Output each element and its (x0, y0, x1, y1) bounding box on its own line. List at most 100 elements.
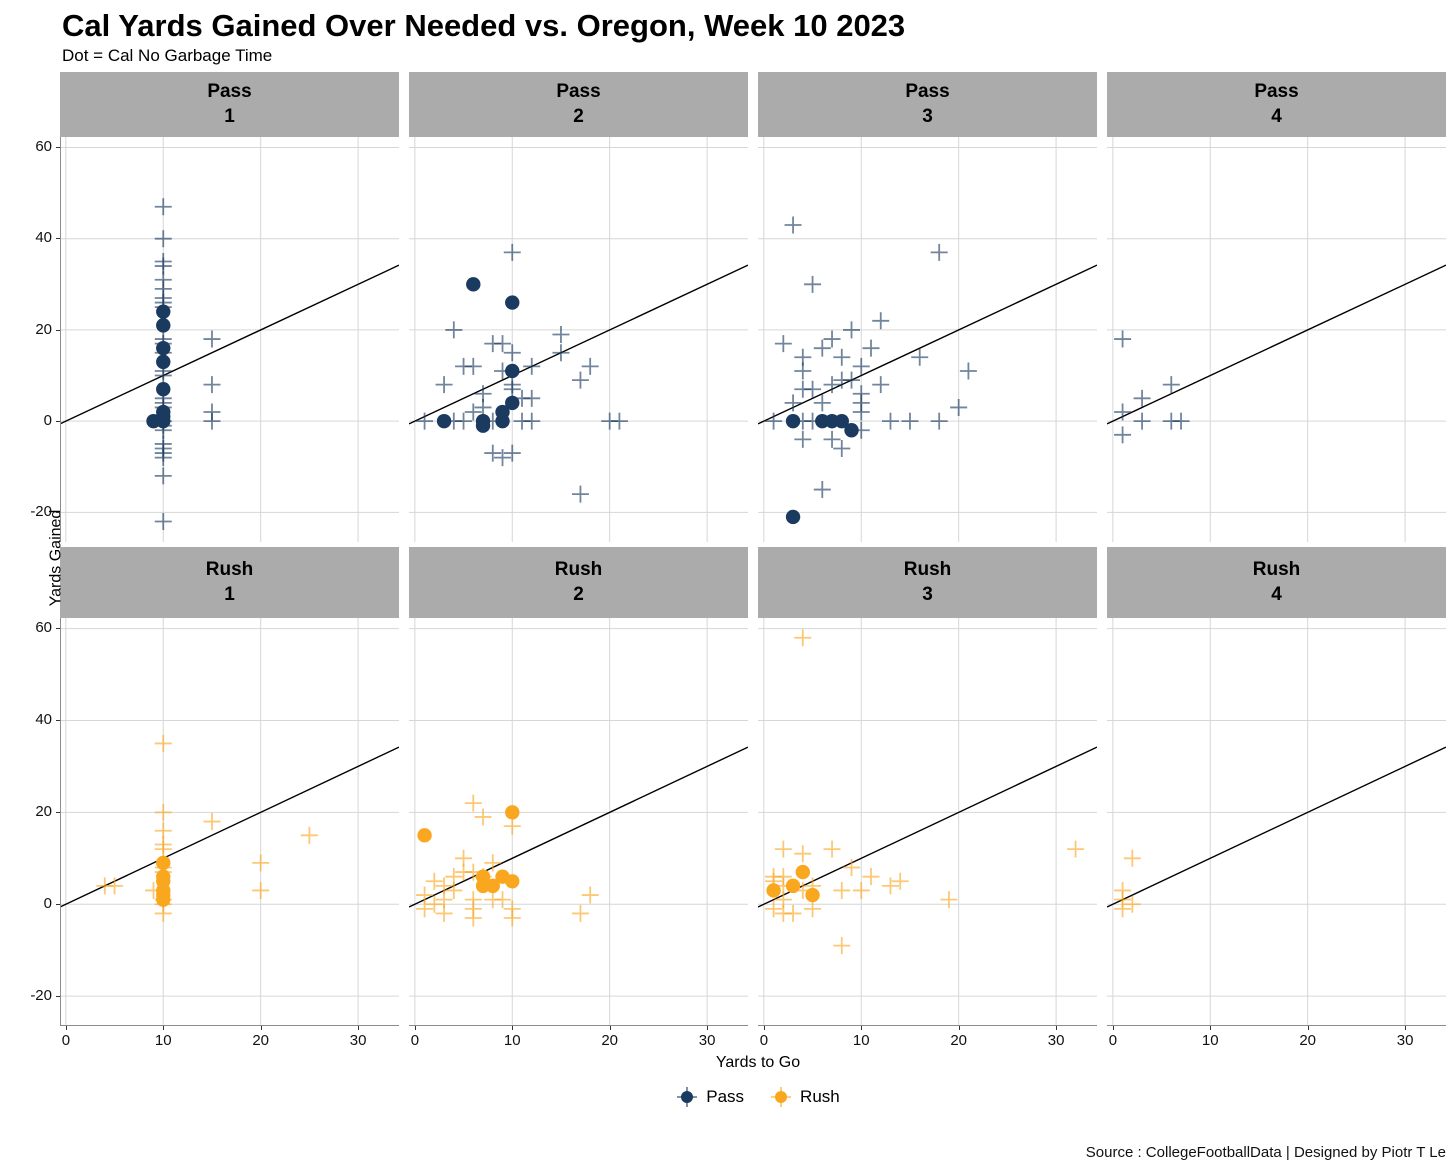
data-point-cross (494, 890, 512, 908)
reference-line (1106, 264, 1447, 425)
data-point-cross (950, 398, 968, 416)
data-point-cross (425, 895, 443, 913)
facet-rush-2: Rush 2 0 10 20 30 (408, 546, 749, 1049)
facet-strip-down: 1 (224, 106, 235, 128)
data-point-cross (435, 904, 453, 922)
data-point-dot (436, 413, 452, 428)
facet-strip-down: 4 (1271, 106, 1282, 128)
facet-plot-svg (408, 617, 749, 1026)
data-point-cross (503, 380, 521, 398)
data-point-dot (795, 864, 811, 879)
x-tick-mark (609, 1025, 611, 1030)
data-point-dot (785, 878, 801, 893)
data-point-cross (154, 197, 172, 215)
y-tick-mark (56, 720, 60, 722)
facet-panel (757, 136, 1098, 542)
x-tick-mark (414, 1025, 416, 1030)
data-point-cross (154, 840, 172, 858)
data-point-dot (156, 381, 171, 397)
y-tick-label: 40 (35, 229, 52, 247)
x-tick-label: 10 (503, 1031, 521, 1049)
legend: Pass Rush (60, 1086, 1456, 1108)
x-tick-mark (163, 1025, 165, 1030)
data-point-cross (911, 348, 929, 366)
facet-strip-down: 2 (573, 106, 584, 128)
data-point-cross (833, 439, 851, 457)
facet-strip-down: 3 (922, 106, 933, 128)
source-credit: Source : CollegeFootballData | Designed … (1085, 1144, 1446, 1161)
data-point-cross (154, 512, 172, 530)
data-point-cross (1114, 899, 1132, 917)
data-point-cross (571, 371, 589, 389)
facet-strip-down: 2 (573, 584, 584, 606)
y-tick-label: -20 (30, 986, 52, 1004)
data-point-dot (156, 354, 171, 369)
data-point-cross (862, 867, 880, 885)
data-point-cross (794, 844, 812, 862)
data-point-cross (930, 412, 948, 430)
data-point-dot (505, 294, 520, 310)
facet-strip: Rush 4 (1107, 546, 1446, 618)
data-point-dot (146, 413, 161, 428)
y-tick-label: 60 (35, 138, 52, 156)
data-point-cross (203, 812, 221, 830)
x-tick-mark (1307, 1025, 1309, 1030)
data-point-cross (203, 375, 221, 393)
data-point-dot (495, 413, 510, 428)
x-tick-label: 0 (410, 1031, 420, 1049)
legend-dot-glyph (681, 1090, 694, 1103)
x-tick-mark (1112, 1025, 1114, 1030)
y-tick-label: 20 (35, 320, 52, 338)
facet-strip-down: 4 (1271, 584, 1282, 606)
x-tick-label: 10 (154, 1031, 172, 1049)
data-point-cross (1123, 849, 1141, 867)
data-point-cross (881, 877, 899, 895)
data-point-cross (784, 904, 802, 922)
facet-plot-svg (59, 136, 400, 542)
facet-plot-svg (59, 617, 400, 1026)
data-point-cross (474, 398, 492, 416)
reference-line (408, 264, 749, 425)
facet-plot-svg (1106, 136, 1447, 542)
facet-panel: 0 10 20 30 (1106, 617, 1447, 1049)
reference-line (59, 264, 400, 425)
x-tick-label: 30 (698, 1031, 716, 1049)
reference-line (757, 264, 1098, 425)
data-point-cross (154, 803, 172, 821)
data-point-cross (833, 936, 851, 954)
data-point-cross (581, 357, 599, 375)
data-point-cross (523, 412, 541, 430)
data-point-cross (765, 899, 783, 917)
data-point-cross (940, 890, 958, 908)
x-tick-mark (512, 1025, 514, 1030)
data-point-dot (475, 418, 491, 433)
facet-strip-play-type: Pass (556, 81, 601, 103)
data-point-cross (784, 216, 802, 234)
y-tick-mark (56, 903, 60, 905)
data-point-cross (503, 243, 521, 261)
x-tick-mark (1056, 1025, 1058, 1030)
y-tick-label: 40 (35, 711, 52, 729)
facet-pass-2: Pass 2 (408, 71, 749, 542)
data-point-dot (834, 413, 849, 428)
data-point-cross (1067, 840, 1085, 858)
data-point-cross (1114, 330, 1132, 348)
data-point-cross (523, 389, 541, 407)
data-point-cross (794, 628, 812, 646)
data-point-cross (581, 886, 599, 904)
data-point-cross (445, 321, 463, 339)
data-point-cross (416, 899, 434, 917)
data-point-cross (106, 877, 124, 895)
data-point-dot (505, 804, 520, 820)
data-point-cross (813, 394, 831, 412)
x-tick-label: 30 (1396, 1031, 1414, 1049)
data-point-cross (1133, 412, 1151, 430)
data-point-cross (774, 840, 792, 858)
data-point-cross (1162, 375, 1180, 393)
data-point-cross (503, 909, 521, 927)
data-point-cross (804, 899, 822, 917)
data-point-cross (843, 321, 861, 339)
chart-title: Cal Yards Gained Over Needed vs. Oregon,… (62, 8, 906, 43)
facet-strip-play-type: Pass (905, 81, 950, 103)
data-point-cross (300, 826, 318, 844)
